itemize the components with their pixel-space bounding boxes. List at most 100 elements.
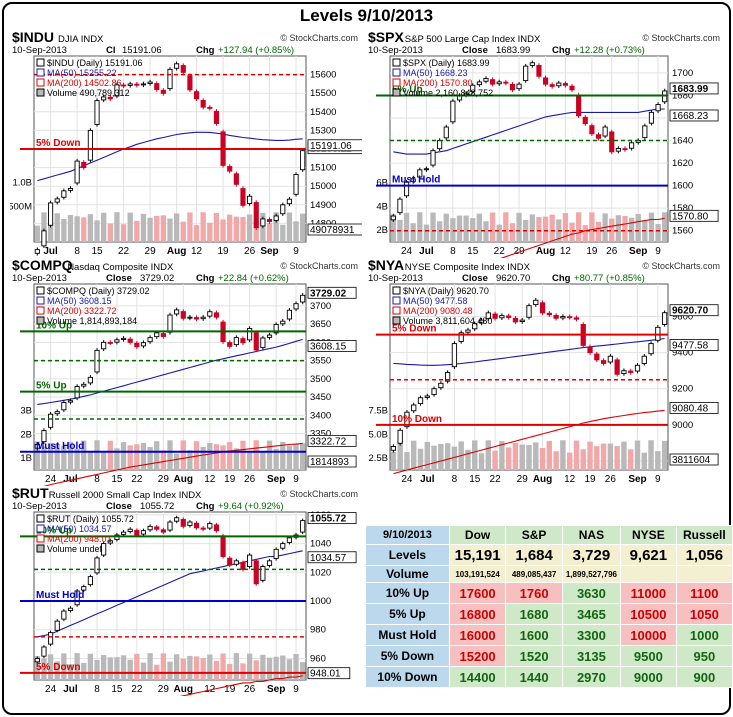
volume-bar — [542, 216, 549, 242]
volume-bar — [54, 661, 60, 680]
volume-bar — [227, 442, 233, 470]
y-tick-label: 14900 — [310, 200, 336, 211]
close-label: Close — [462, 45, 488, 56]
candle-body — [567, 316, 573, 319]
volume-bar — [193, 656, 200, 680]
table-cell: 17600 — [448, 582, 507, 604]
volume-bar — [628, 217, 635, 242]
volume-bar — [213, 213, 220, 242]
candle-body — [240, 338, 246, 344]
candle-body — [107, 341, 113, 344]
x-tick-label: 8 — [452, 474, 458, 485]
volume-tick-label: 7.5B — [368, 405, 388, 416]
volume-tick-label: 1.0B — [12, 177, 32, 188]
volume-bar — [127, 212, 133, 242]
legend-entry: MA(200) 9080.48 — [403, 306, 473, 316]
volume-bar — [240, 440, 246, 470]
table-cell: 1,056 — [675, 544, 733, 566]
table-cell: 1520 — [505, 645, 563, 667]
x-tick-label: 26 — [244, 474, 256, 485]
value-tag — [307, 551, 357, 564]
chart-date: 10-Sep-2013 — [12, 45, 67, 56]
levels-table-header: 9/10/2013 Dow S&P NAS NYSE Russell — [365, 525, 733, 545]
candle-body — [280, 543, 286, 549]
volume-bar — [280, 441, 286, 470]
volume-bar — [227, 214, 233, 242]
table-cell: 3465 — [561, 603, 622, 625]
volume-bar — [54, 213, 60, 242]
volume-bar — [411, 440, 417, 470]
candle-body — [458, 332, 464, 342]
candle-body — [546, 312, 552, 316]
candle-body — [101, 543, 107, 556]
volume-bar — [286, 212, 293, 242]
close-value: 1055.72 — [140, 501, 174, 512]
table-row-label: Volume — [365, 565, 450, 583]
candle-body — [87, 376, 93, 384]
table-cell: 1440 — [505, 666, 563, 688]
candle-body — [247, 554, 253, 568]
volume-bar — [167, 218, 173, 242]
volume-bar — [635, 213, 641, 242]
chart-index-name: Nasdaq Composite INDX — [67, 262, 174, 273]
candle-body — [247, 195, 253, 204]
volume-bar — [87, 214, 94, 242]
legend-swatch — [392, 306, 401, 315]
candle-body — [240, 562, 246, 570]
x-tick-label: Sep — [267, 684, 285, 695]
legend-entry: MA(50) 1034.57 — [47, 524, 112, 534]
volume-bar — [595, 221, 602, 242]
volume-bar — [300, 443, 306, 470]
volume-bar — [300, 213, 306, 242]
candle-body — [423, 168, 429, 171]
candle-body — [485, 312, 491, 320]
table-cell: 1050 — [675, 603, 733, 625]
volume-bar — [87, 452, 94, 470]
volume-bar — [526, 445, 532, 470]
y-tick-label: 3650 — [310, 319, 331, 330]
candle-body — [213, 524, 220, 532]
candle-body — [536, 65, 542, 77]
volume-bar — [430, 212, 436, 242]
volume-bar — [417, 448, 424, 470]
x-tick-label: 26 — [244, 246, 256, 257]
candle-body — [509, 83, 516, 91]
chart-symbol: $COMPQ — [12, 258, 73, 273]
x-tick-label: Sep — [267, 474, 285, 485]
chg-value: +12.28 (+0.73%) — [574, 45, 645, 56]
chg-value: +22.84 (+0.62%) — [218, 273, 289, 284]
legend-swatch — [392, 68, 401, 77]
ma200-line — [500, 217, 665, 258]
table-cell: 1,684 — [505, 544, 563, 566]
watermark: © StockCharts.com — [280, 261, 358, 271]
candle-body — [516, 83, 522, 90]
table-cell: 900 — [675, 666, 733, 688]
volume-bar — [74, 653, 80, 680]
legend-swatch — [36, 534, 45, 543]
close-value: 3729.02 — [140, 273, 174, 284]
ma200-line — [179, 675, 303, 696]
volume-bar — [114, 212, 120, 242]
volume-bar — [140, 662, 147, 680]
y-tick-label: 1580 — [672, 203, 693, 214]
volume-bar — [240, 663, 246, 680]
table-cell: 10500 — [620, 603, 677, 625]
volume-bar — [655, 451, 661, 470]
candle-body — [266, 334, 273, 338]
legend-entry: Volume 490,789,312 — [47, 88, 130, 98]
candle-body — [600, 360, 607, 364]
value-tag-label: 3322.72 — [310, 436, 347, 447]
candle-body — [167, 314, 173, 333]
x-tick-label: 15 — [469, 474, 481, 485]
volume-bar — [173, 654, 180, 680]
volume-bar — [273, 212, 279, 242]
volume-bar — [120, 442, 127, 470]
candle-body — [286, 537, 292, 543]
value-tag — [307, 286, 357, 299]
value-tag — [307, 512, 357, 525]
volume-bar — [127, 445, 133, 470]
volume-tick-label: 2.5B — [368, 453, 388, 464]
close-label: Close — [106, 273, 132, 284]
y-tick-label: 15000 — [310, 181, 336, 192]
candle-body — [147, 525, 153, 531]
